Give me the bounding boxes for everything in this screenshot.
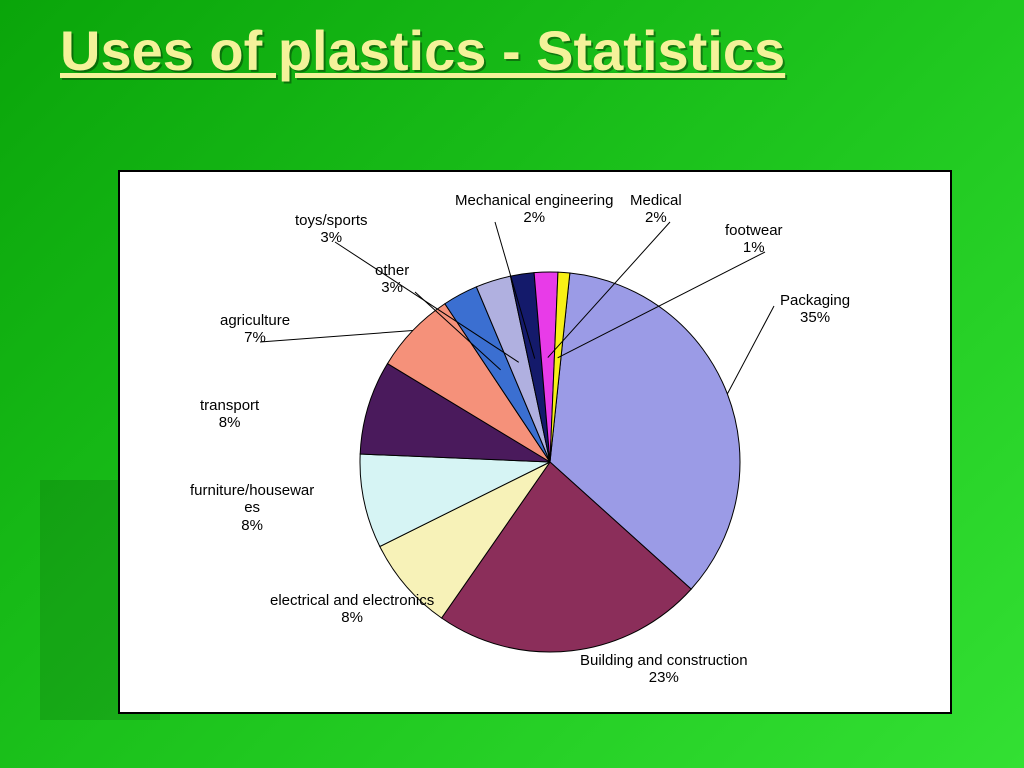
slice-label: electrical and electronics8% <box>270 592 434 627</box>
slice-label: agriculture7% <box>220 312 290 347</box>
slice-label: Medical2% <box>630 192 682 227</box>
slice-label: footwear1% <box>725 222 783 257</box>
slice-label: furniture/housewares8% <box>190 482 314 534</box>
slide-title: Uses of plastics - Statistics <box>60 22 785 81</box>
slice-label: Building and construction23% <box>580 652 748 687</box>
leader-line <box>727 306 774 394</box>
pie-chart-container: Packaging35% Building and construction23%… <box>118 170 952 714</box>
slice-label: Packaging35% <box>780 292 850 327</box>
slice-label: other3% <box>375 262 409 297</box>
pie-chart-svg <box>120 172 950 712</box>
slice-label: toys/sports3% <box>295 212 368 247</box>
slide: Uses of plastics - Statistics Packaging3… <box>0 0 1024 768</box>
slice-label: transport8% <box>200 397 259 432</box>
slice-label: Mechanical engineering2% <box>455 192 613 227</box>
